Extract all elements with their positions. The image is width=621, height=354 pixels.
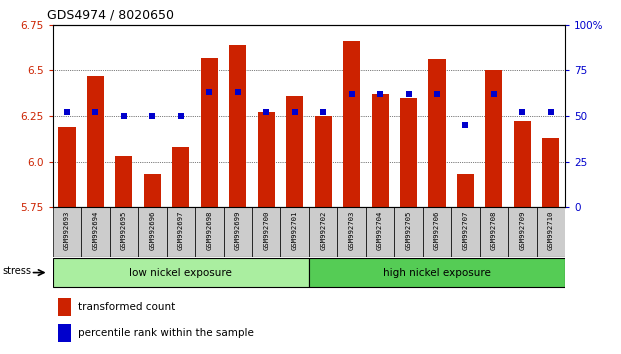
Point <box>147 113 157 119</box>
Bar <box>201 58 218 207</box>
Text: percentile rank within the sample: percentile rank within the sample <box>78 328 254 338</box>
Bar <box>309 207 337 257</box>
Point <box>261 109 271 115</box>
Text: GSM992701: GSM992701 <box>292 211 297 250</box>
Bar <box>537 207 565 257</box>
Point <box>91 109 101 115</box>
Text: GSM992708: GSM992708 <box>491 211 497 250</box>
Bar <box>58 298 71 316</box>
Text: GSM992697: GSM992697 <box>178 211 184 250</box>
Point <box>347 91 356 97</box>
Bar <box>400 98 417 207</box>
Bar <box>144 174 161 207</box>
Bar <box>480 207 508 257</box>
Point <box>119 113 129 119</box>
Point <box>517 109 527 115</box>
Bar <box>58 127 76 207</box>
Text: GSM992696: GSM992696 <box>150 211 155 250</box>
Bar <box>337 207 366 257</box>
Text: GSM992693: GSM992693 <box>64 211 70 250</box>
Text: transformed count: transformed count <box>78 302 176 312</box>
Point <box>62 109 72 115</box>
Point <box>546 109 556 115</box>
Bar <box>286 96 303 207</box>
Bar <box>110 207 138 257</box>
Point <box>204 90 214 95</box>
Bar <box>87 76 104 207</box>
Text: GSM992709: GSM992709 <box>519 211 525 250</box>
Text: GSM992706: GSM992706 <box>434 211 440 250</box>
Text: GSM992700: GSM992700 <box>263 211 270 250</box>
Text: GSM992702: GSM992702 <box>320 211 326 250</box>
Bar <box>173 147 189 207</box>
Bar <box>281 207 309 257</box>
Bar <box>116 156 132 207</box>
Text: GSM992698: GSM992698 <box>206 211 212 250</box>
Point <box>461 122 471 128</box>
Point <box>432 91 442 97</box>
Bar <box>252 207 281 257</box>
Bar <box>423 207 451 257</box>
Bar <box>224 207 252 257</box>
Bar <box>81 207 110 257</box>
Bar <box>166 207 195 257</box>
Bar <box>138 207 166 257</box>
Bar <box>457 174 474 207</box>
Text: GDS4974 / 8020650: GDS4974 / 8020650 <box>47 8 174 21</box>
Bar <box>371 94 389 207</box>
Text: GSM992705: GSM992705 <box>406 211 412 250</box>
Bar <box>229 45 247 207</box>
Bar <box>451 207 480 257</box>
Text: GSM992699: GSM992699 <box>235 211 241 250</box>
Bar <box>309 258 565 287</box>
Bar <box>542 138 560 207</box>
Text: high nickel exposure: high nickel exposure <box>383 268 491 278</box>
Bar <box>486 70 502 207</box>
Bar <box>366 207 394 257</box>
Bar <box>53 207 81 257</box>
Text: GSM992710: GSM992710 <box>548 211 554 250</box>
Text: GSM992707: GSM992707 <box>463 211 468 250</box>
Point <box>404 91 414 97</box>
Bar <box>195 207 224 257</box>
Bar <box>514 121 531 207</box>
Bar <box>58 324 71 342</box>
Point <box>290 109 300 115</box>
Text: GSM992703: GSM992703 <box>348 211 355 250</box>
Text: GSM992694: GSM992694 <box>93 211 99 250</box>
Point <box>176 113 186 119</box>
Bar <box>394 207 423 257</box>
Bar <box>53 258 309 287</box>
Point <box>375 91 385 97</box>
Point <box>489 91 499 97</box>
Text: GSM992695: GSM992695 <box>121 211 127 250</box>
Bar <box>343 41 360 207</box>
Bar <box>428 59 446 207</box>
Text: GSM992704: GSM992704 <box>377 211 383 250</box>
Bar <box>508 207 537 257</box>
Point <box>233 90 243 95</box>
Bar <box>258 112 274 207</box>
Text: low nickel exposure: low nickel exposure <box>129 268 232 278</box>
Bar <box>315 116 332 207</box>
Text: stress: stress <box>2 266 32 276</box>
Point <box>318 109 328 115</box>
